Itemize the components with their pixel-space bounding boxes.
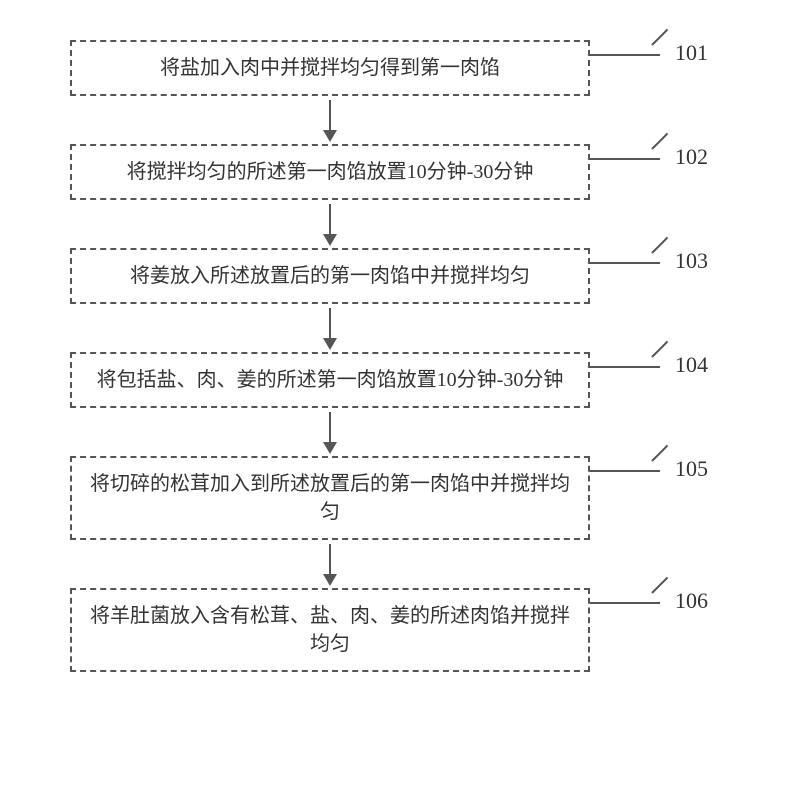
- flow-step: 将搅拌均匀的所述第一肉馅放置10分钟-30分钟 102: [70, 144, 710, 200]
- leader-line: [590, 470, 660, 472]
- arrow-down: [70, 540, 590, 588]
- arrow-down: [70, 96, 590, 144]
- flow-step: 将姜放入所述放置后的第一肉馅中并搅拌均匀 103: [70, 248, 710, 304]
- leader-line: [590, 262, 660, 264]
- step-label: 102: [675, 144, 708, 170]
- step-box-106: 将羊肚菌放入含有松茸、盐、肉、姜的所述肉馅并搅拌均匀: [70, 588, 590, 672]
- step-text: 将搅拌均匀的所述第一肉馅放置10分钟-30分钟: [127, 158, 534, 186]
- flowchart-container: 将盐加入肉中并搅拌均匀得到第一肉馅 101 将搅拌均匀的所述第一肉馅放置10分钟…: [70, 40, 710, 672]
- flow-step: 将羊肚菌放入含有松茸、盐、肉、姜的所述肉馅并搅拌均匀 106: [70, 588, 710, 672]
- arrow-down: [70, 200, 590, 248]
- flow-step: 将盐加入肉中并搅拌均匀得到第一肉馅 101: [70, 40, 710, 96]
- step-label: 103: [675, 248, 708, 274]
- leader-line: [590, 366, 660, 368]
- flow-step: 将切碎的松茸加入到所述放置后的第一肉馅中并搅拌均匀 105: [70, 456, 710, 540]
- step-label: 105: [675, 456, 708, 482]
- step-text: 将羊肚菌放入含有松茸、盐、肉、姜的所述肉馅并搅拌均匀: [82, 602, 578, 658]
- step-box-105: 将切碎的松茸加入到所述放置后的第一肉馅中并搅拌均匀: [70, 456, 590, 540]
- step-label: 101: [675, 40, 708, 66]
- arrow-down: [70, 408, 590, 456]
- step-label: 106: [675, 588, 708, 614]
- step-box-104: 将包括盐、肉、姜的所述第一肉馅放置10分钟-30分钟: [70, 352, 590, 408]
- step-text: 将包括盐、肉、姜的所述第一肉馅放置10分钟-30分钟: [97, 366, 564, 394]
- leader-line: [590, 54, 660, 56]
- step-box-102: 将搅拌均匀的所述第一肉馅放置10分钟-30分钟: [70, 144, 590, 200]
- flow-step: 将包括盐、肉、姜的所述第一肉馅放置10分钟-30分钟 104: [70, 352, 710, 408]
- step-label: 104: [675, 352, 708, 378]
- leader-line: [590, 602, 660, 604]
- step-box-101: 将盐加入肉中并搅拌均匀得到第一肉馅: [70, 40, 590, 96]
- arrow-down: [70, 304, 590, 352]
- step-box-103: 将姜放入所述放置后的第一肉馅中并搅拌均匀: [70, 248, 590, 304]
- leader-line: [590, 158, 660, 160]
- step-text: 将盐加入肉中并搅拌均匀得到第一肉馅: [160, 54, 500, 82]
- step-text: 将姜放入所述放置后的第一肉馅中并搅拌均匀: [130, 262, 530, 290]
- step-text: 将切碎的松茸加入到所述放置后的第一肉馅中并搅拌均匀: [82, 470, 578, 526]
